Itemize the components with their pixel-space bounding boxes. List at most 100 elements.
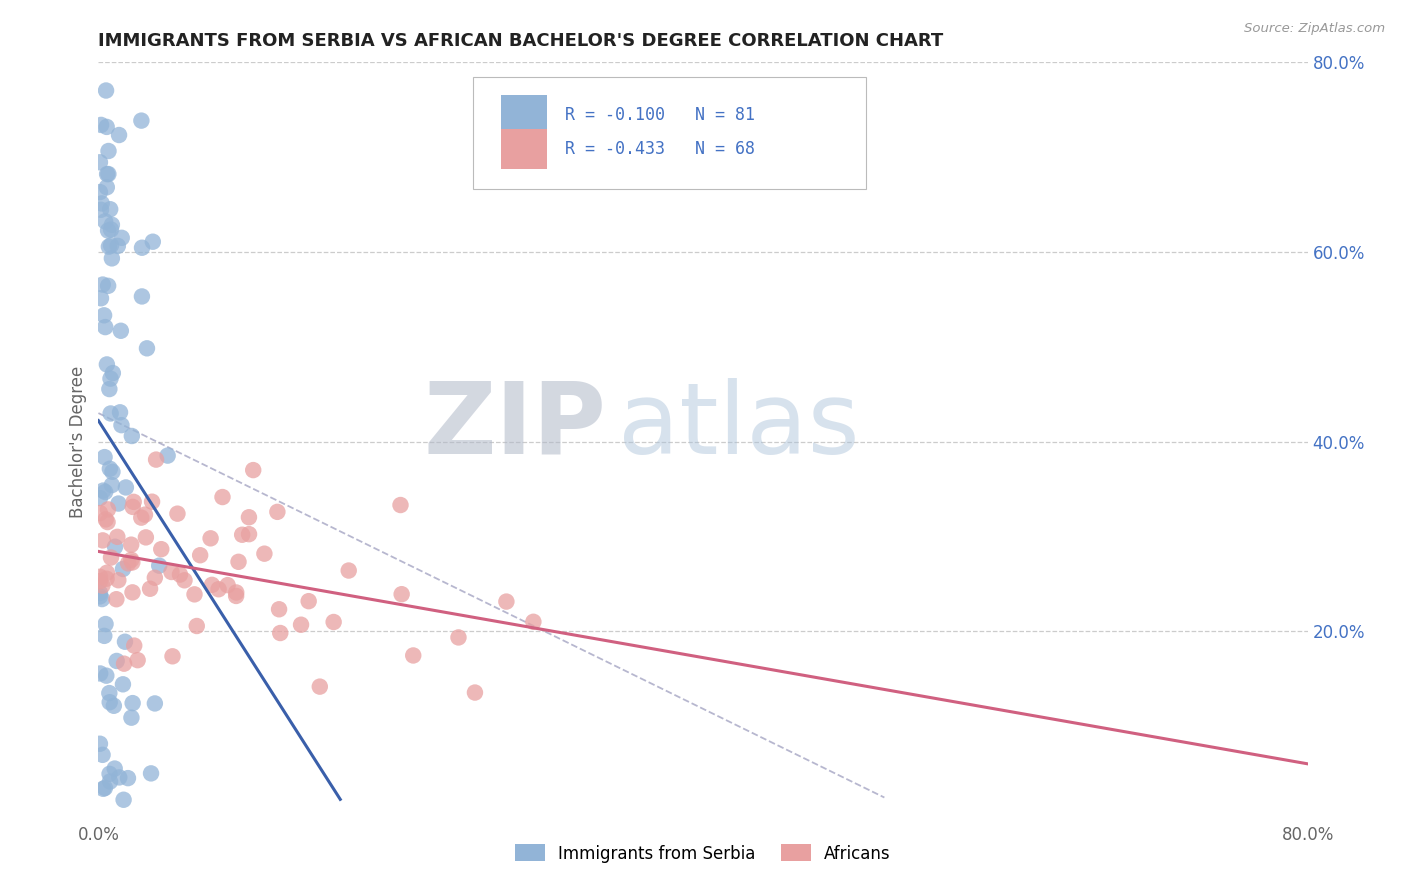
Point — [94, 512, 117, 526]
Point — [112, 793, 135, 807]
Point — [200, 532, 222, 546]
Point — [96, 167, 118, 181]
Point — [253, 547, 276, 561]
Point — [98, 774, 121, 789]
Point — [183, 587, 205, 601]
Point — [89, 574, 111, 589]
Point — [100, 550, 122, 565]
Point — [127, 653, 149, 667]
Point — [110, 324, 132, 338]
Point — [89, 586, 111, 600]
Point — [136, 341, 159, 355]
Point — [107, 573, 129, 587]
Point — [105, 592, 128, 607]
Point — [166, 507, 188, 521]
Point — [217, 578, 239, 592]
Point — [100, 222, 122, 236]
FancyBboxPatch shape — [501, 129, 547, 169]
Point — [98, 767, 121, 781]
Point — [231, 527, 253, 541]
Point — [94, 214, 117, 228]
Point — [91, 747, 114, 762]
Point — [322, 615, 344, 629]
Point — [97, 167, 120, 181]
Point — [131, 241, 153, 255]
Point — [97, 223, 120, 237]
Point — [121, 500, 143, 514]
Point — [96, 515, 118, 529]
Point — [201, 578, 224, 592]
Point — [160, 565, 183, 579]
Point — [108, 405, 131, 419]
Point — [89, 666, 111, 681]
Point — [522, 615, 544, 629]
Point — [266, 505, 288, 519]
Point — [389, 498, 412, 512]
Point — [89, 185, 111, 199]
Point — [238, 527, 260, 541]
Point — [143, 697, 166, 711]
Point — [121, 696, 143, 710]
Point — [122, 639, 145, 653]
Point — [101, 465, 124, 479]
Point — [91, 781, 114, 796]
Text: IMMIGRANTS FROM SERBIA VS AFRICAN BACHELOR'S DEGREE CORRELATION CHART: IMMIGRANTS FROM SERBIA VS AFRICAN BACHEL… — [98, 32, 943, 50]
Text: R = -0.433   N = 68: R = -0.433 N = 68 — [565, 140, 755, 158]
Point — [89, 590, 111, 604]
Point — [89, 506, 111, 520]
Point — [139, 582, 162, 596]
Point — [101, 366, 124, 380]
Point — [242, 463, 264, 477]
Point — [104, 762, 127, 776]
Point — [94, 320, 117, 334]
Point — [104, 540, 127, 554]
Point — [98, 382, 121, 396]
Point — [98, 461, 121, 475]
Point — [464, 685, 486, 699]
Point — [495, 594, 517, 608]
Point — [162, 649, 184, 664]
Point — [100, 238, 122, 252]
Point — [98, 686, 121, 700]
FancyBboxPatch shape — [474, 77, 866, 189]
Point — [207, 582, 229, 597]
Point — [100, 407, 122, 421]
Point — [186, 619, 208, 633]
Point — [93, 450, 115, 464]
Point — [101, 218, 124, 232]
Point — [96, 358, 118, 372]
Point — [101, 252, 124, 266]
Point — [120, 538, 142, 552]
Point — [105, 530, 128, 544]
Point — [129, 510, 152, 524]
Point — [110, 418, 132, 433]
Point — [267, 602, 290, 616]
Point — [211, 490, 233, 504]
Point — [91, 592, 114, 607]
Point — [225, 585, 247, 599]
Point — [115, 480, 138, 494]
Point — [89, 570, 111, 584]
Point — [298, 594, 321, 608]
Point — [91, 277, 114, 292]
Point — [94, 780, 117, 795]
Point — [107, 497, 129, 511]
Point — [131, 113, 153, 128]
Point — [139, 766, 162, 780]
Point — [156, 449, 179, 463]
Point — [121, 556, 143, 570]
Point — [135, 530, 157, 544]
Legend: Immigrants from Serbia, Africans: Immigrants from Serbia, Africans — [509, 838, 897, 869]
Point — [90, 202, 112, 217]
Point — [122, 495, 145, 509]
Point — [111, 562, 134, 576]
Point — [308, 680, 330, 694]
Point — [269, 626, 291, 640]
Point — [93, 629, 115, 643]
Point — [96, 566, 118, 580]
Point — [188, 548, 211, 562]
Point — [97, 144, 120, 158]
Point — [96, 668, 118, 682]
Point — [98, 695, 121, 709]
Point — [225, 589, 247, 603]
